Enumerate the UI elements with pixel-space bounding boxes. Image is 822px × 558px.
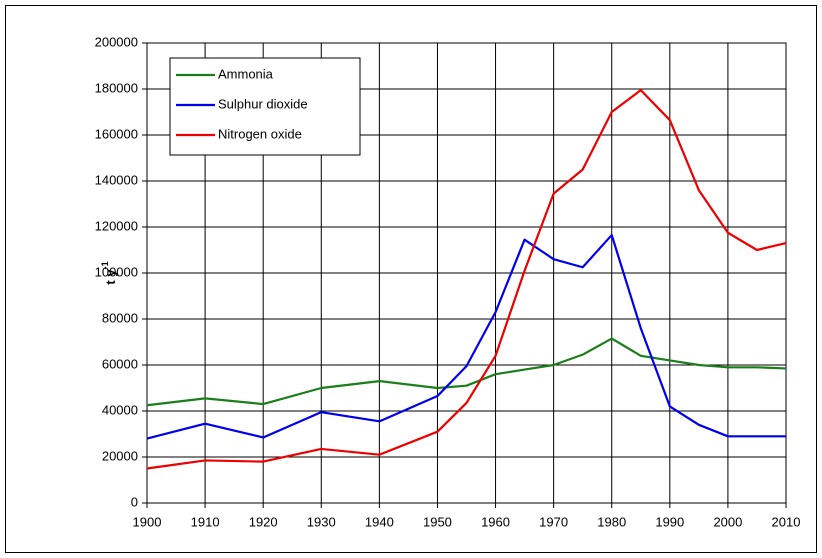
- legend-label: Sulphur dioxide: [218, 96, 308, 111]
- x-tick-label: 1960: [481, 514, 510, 529]
- x-tick-label: 2000: [713, 514, 742, 529]
- y-tick-label: 140000: [95, 172, 138, 187]
- x-tick-label: 1900: [133, 514, 162, 529]
- x-tick-label: 1940: [365, 514, 394, 529]
- x-tick-label: 1910: [191, 514, 220, 529]
- x-tick-label: 2010: [772, 514, 801, 529]
- y-tick-label: 100000: [95, 264, 138, 279]
- y-axis-label-superscript: -1: [100, 261, 110, 269]
- y-tick-label: 20000: [102, 448, 138, 463]
- x-tick-label: 1980: [597, 514, 626, 529]
- legend-label: Ammonia: [218, 66, 274, 81]
- series-line: [146, 89, 787, 470]
- y-tick-label: 160000: [95, 126, 138, 141]
- y-axis-label-text: t y: [103, 269, 118, 285]
- series-line: [146, 337, 787, 407]
- y-axis-label: t y-1: [100, 261, 118, 284]
- x-tick-label: 1970: [539, 514, 568, 529]
- x-tick-label: 1930: [307, 514, 336, 529]
- x-tick-label: 1990: [655, 514, 684, 529]
- x-tick-label: 1920: [249, 514, 278, 529]
- y-tick-label: 180000: [95, 80, 138, 95]
- x-tick-label: 1950: [423, 514, 452, 529]
- legend-label: Nitrogen oxide: [218, 126, 302, 141]
- y-tick-label: 120000: [95, 218, 138, 233]
- y-tick-label: 60000: [102, 356, 138, 371]
- y-tick-label: 40000: [102, 402, 138, 417]
- y-tick-label: 80000: [102, 310, 138, 325]
- y-tick-label: 200000: [95, 34, 138, 49]
- series-line: [146, 233, 786, 440]
- y-tick-label: 0: [131, 494, 138, 509]
